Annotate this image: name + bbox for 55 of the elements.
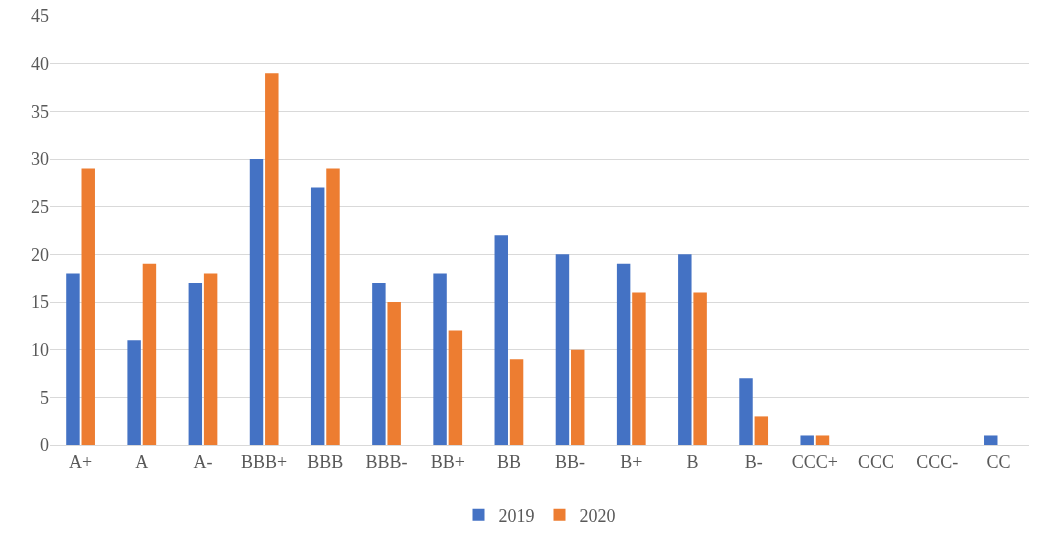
x-tick-label: BB (496, 451, 521, 472)
x-tick-label: B+ (620, 451, 643, 472)
bar (815, 435, 830, 445)
bar (188, 282, 203, 445)
bar (555, 254, 570, 445)
bar (754, 416, 769, 445)
x-tick-label: BBB- (365, 451, 408, 472)
bar (494, 235, 508, 445)
x-tick-label: A (135, 451, 149, 472)
x-tick-label: BBB (307, 451, 344, 472)
x-tick-label: BBB+ (241, 451, 288, 472)
bar (265, 73, 279, 445)
legend-label: 2019 (498, 505, 535, 526)
y-tick-label: 5 (40, 387, 49, 408)
y-tick-label: 40 (31, 53, 49, 74)
bar (433, 273, 447, 445)
legend-label: 2020 (579, 505, 616, 526)
bar (448, 330, 463, 445)
y-tick-label: 0 (40, 435, 49, 456)
bar (326, 168, 340, 445)
bar (678, 254, 692, 445)
bar (739, 378, 753, 445)
bar (509, 359, 524, 445)
bar (81, 168, 95, 445)
y-tick-label: 45 (31, 6, 49, 27)
x-tick-label: BB+ (430, 451, 465, 472)
y-tick-label: 20 (31, 244, 49, 265)
x-tick-label: BB- (555, 451, 586, 472)
x-tick-label: A+ (69, 451, 93, 472)
x-tick-label: B- (744, 451, 763, 472)
bar (632, 292, 646, 445)
y-tick-label: 10 (31, 339, 49, 360)
bar (127, 340, 141, 445)
y-tick-label: 30 (31, 149, 49, 170)
bar (66, 273, 80, 445)
bar (616, 263, 631, 445)
bar (693, 292, 707, 445)
x-tick-label: CCC (858, 451, 895, 472)
x-tick-label: CC (986, 451, 1011, 472)
x-tick-label: CCC+ (791, 451, 838, 472)
bar (800, 435, 814, 445)
bar (571, 349, 585, 445)
x-tick-label: B (686, 451, 699, 472)
y-tick-label: 35 (31, 101, 49, 122)
bar (387, 302, 401, 445)
bar (372, 282, 386, 445)
y-tick-label: 25 (31, 196, 49, 217)
bar (203, 273, 218, 445)
bar (310, 187, 325, 445)
x-tick-label: A- (193, 451, 213, 472)
bar (984, 435, 998, 445)
y-tick-label: 15 (31, 292, 49, 313)
x-tick-label: CCC- (916, 451, 959, 472)
bar (249, 159, 264, 445)
bar (142, 263, 157, 445)
